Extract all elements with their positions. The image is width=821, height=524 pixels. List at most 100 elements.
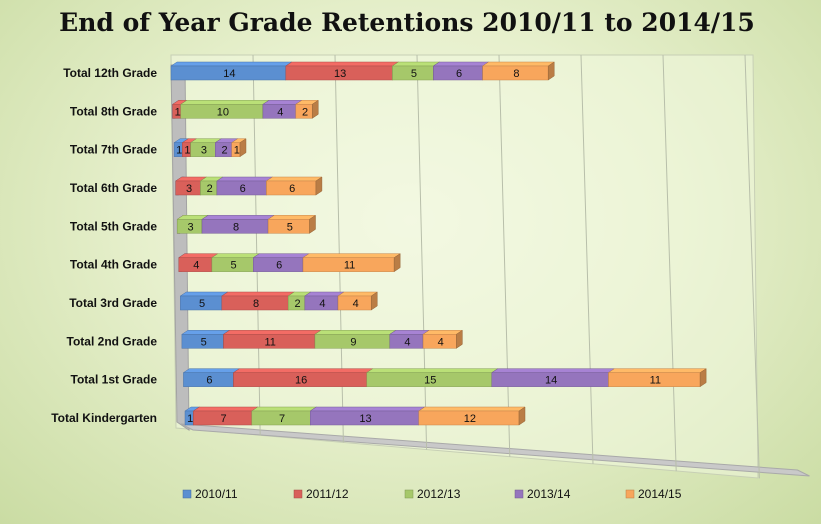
data-label: 11 xyxy=(650,375,661,387)
bar-segment-2012-13: 5 xyxy=(211,253,261,273)
bar-top xyxy=(481,61,556,67)
data-label: 4 xyxy=(277,106,283,118)
bar-top xyxy=(216,176,274,182)
bar-top xyxy=(181,330,231,335)
bar-segment-2012-13: 10 xyxy=(179,99,270,119)
floor xyxy=(180,423,810,477)
bar-side xyxy=(393,253,401,273)
data-label: 8 xyxy=(233,221,239,233)
data-label: 14 xyxy=(223,68,235,80)
data-label: 15 xyxy=(424,375,436,387)
category-label: Total 5th Grade xyxy=(70,219,157,233)
bar-top xyxy=(222,330,322,335)
bar-side xyxy=(547,61,555,81)
data-label: 16 xyxy=(295,375,307,387)
bar-side xyxy=(311,99,319,119)
data-label: 5 xyxy=(287,221,293,233)
bar-segment-2012-13: 5 xyxy=(391,61,441,81)
category-label: Total 3rd Grade xyxy=(69,296,157,310)
data-label: 1 xyxy=(175,106,181,118)
category-axis: Total 12th Grade Total 8th Grade Total 7th… xyxy=(51,66,157,425)
data-label: 2 xyxy=(207,183,213,195)
bar-side xyxy=(239,138,247,158)
bar-top xyxy=(365,368,499,373)
category-label: Total 1st Grade xyxy=(71,373,158,387)
bar-top xyxy=(250,406,318,412)
bar-top xyxy=(607,368,707,373)
data-label: 3 xyxy=(186,183,192,195)
data-label: 12 xyxy=(464,413,476,425)
legend-item-2010-11: 2010/11 xyxy=(182,487,238,501)
bar-segment-2014-15: 4 xyxy=(337,291,379,311)
bar-side xyxy=(315,176,323,196)
bar-segment-2013-14: 13 xyxy=(309,406,426,426)
legend-label: 2011/12 xyxy=(306,487,349,501)
category-label: Total 4th Grade xyxy=(70,258,157,272)
gridline xyxy=(498,54,511,457)
bar-top xyxy=(304,291,345,297)
legend-swatch xyxy=(182,489,192,499)
data-label: 4 xyxy=(319,298,325,310)
data-label: 11 xyxy=(344,260,355,272)
gridline xyxy=(662,54,677,472)
legend-label: 2013/14 xyxy=(527,487,571,501)
bar-side xyxy=(456,329,463,349)
bar-segment-2013-14: 14 xyxy=(490,368,616,388)
legend-item-2011-12: 2011/12 xyxy=(293,487,349,501)
bar-top xyxy=(192,406,259,412)
category-label: Total Kindergarten xyxy=(51,411,157,425)
chart-title: End of Year Grade Retentions 2010/11 to … xyxy=(59,8,755,37)
bar-top xyxy=(337,291,379,297)
gridline xyxy=(744,54,760,479)
bar-row-total-4th-grade: 045611 xyxy=(177,253,401,273)
data-label: 5 xyxy=(199,298,205,310)
bar-top xyxy=(391,61,441,67)
category-label: Total 8th Grade xyxy=(70,104,157,118)
bar-top xyxy=(422,330,464,335)
bar-segment-2013-14: 6 xyxy=(216,176,274,196)
plot-area: 1413568011042113210326600385045611582445… xyxy=(170,61,707,426)
legend-label: 2012/13 xyxy=(417,487,461,501)
bar-row-total-12th-grade: 14 13 5 6 8 xyxy=(170,61,556,81)
data-label: 6 xyxy=(240,183,246,195)
legend-swatch xyxy=(293,489,303,499)
data-label: 7 xyxy=(279,413,285,425)
bar-top xyxy=(432,61,490,67)
bar-segment-2011-12: 11 xyxy=(222,329,322,349)
bar-segment-2011-12: 8 xyxy=(221,291,296,311)
bar-top xyxy=(262,100,303,105)
bar-segment-2013-14: 8 xyxy=(201,214,275,234)
data-label: 13 xyxy=(359,413,371,425)
bar-segment-2012-13: 7 xyxy=(250,406,318,426)
bar-row-total-5th-grade: 00385 xyxy=(176,214,317,234)
data-label: 5 xyxy=(201,336,207,348)
bar-top xyxy=(179,291,229,297)
bar-segment-2014-15: 11 xyxy=(607,368,707,388)
data-label: 4 xyxy=(353,298,359,310)
data-label: 6 xyxy=(289,183,295,195)
data-label: 11 xyxy=(265,336,276,348)
data-label: 1 xyxy=(234,145,240,157)
bar-segment-2010-11: 6 xyxy=(182,368,241,388)
bar-segment-2013-14: 6 xyxy=(432,61,490,81)
bar-segment-2010-11: 5 xyxy=(181,329,231,349)
data-label: 4 xyxy=(404,336,410,348)
data-label: 7 xyxy=(221,413,227,425)
category-label: Total 12th Grade xyxy=(63,66,157,80)
data-label: 1 xyxy=(176,145,182,157)
legend-item-2013-14: 2013/14 xyxy=(514,487,571,501)
bar-segment-2014-15: 8 xyxy=(481,61,556,81)
category-label: Total 7th Grade xyxy=(70,143,157,157)
bar-top xyxy=(201,215,275,220)
bar-segment-2010-11: 5 xyxy=(179,291,229,311)
bar-top xyxy=(309,406,426,412)
category-label: Total 2nd Grade xyxy=(67,334,158,348)
data-label: 8 xyxy=(253,298,259,310)
bar-segment-2014-15: 5 xyxy=(267,214,317,234)
gridline xyxy=(580,54,594,465)
legend: 2010/11 2011/12 2012/13 2013/14 2014/15 xyxy=(182,487,682,501)
bar-top xyxy=(490,368,616,373)
legend-item-2012-13: 2012/13 xyxy=(404,487,461,501)
bar-side xyxy=(370,291,378,311)
bar-side xyxy=(309,214,316,234)
